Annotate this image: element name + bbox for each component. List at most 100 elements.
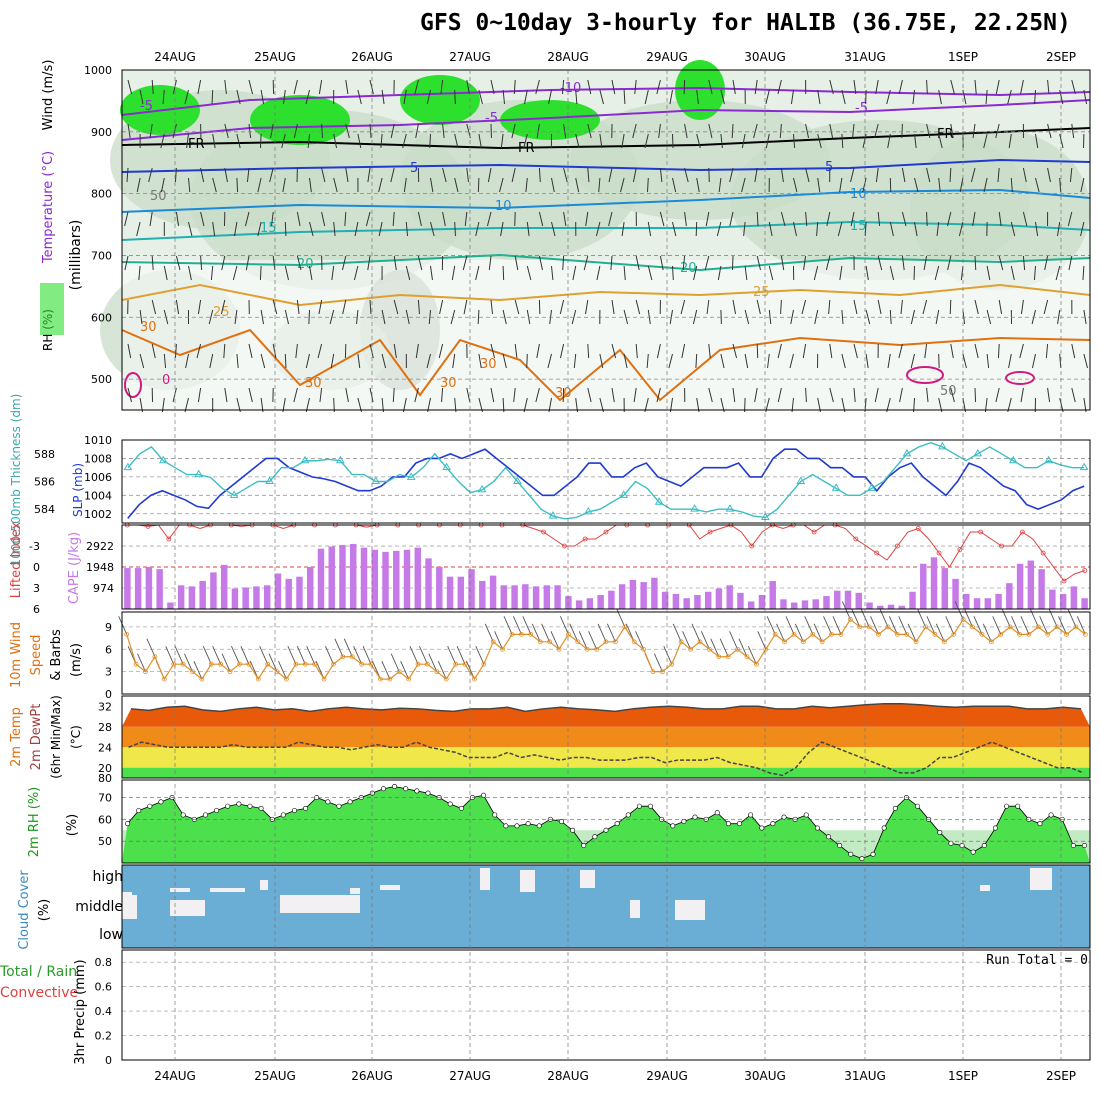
wind-barb [803, 255, 807, 271]
wind-barb [139, 89, 144, 105]
wind-barb [825, 255, 831, 271]
wind-barb [729, 211, 734, 227]
wind-barb [754, 167, 758, 183]
isotherm-line [121, 158, 1091, 173]
pressure-tick-label: 500 [91, 373, 112, 386]
wind-barb [272, 255, 276, 271]
wind-speed-point [612, 639, 618, 645]
wind-barb [923, 255, 928, 271]
wind-speed-point [490, 639, 496, 645]
cape-bar [199, 581, 206, 609]
cloud-gap [980, 885, 990, 891]
wind-barb [308, 309, 310, 325]
wind-barb [741, 177, 746, 193]
wind-barb [184, 89, 189, 105]
wind-barb [163, 265, 168, 281]
wind-barb [223, 343, 226, 359]
wind-barb [587, 79, 592, 95]
wind-barb [656, 387, 661, 403]
wind-barb [708, 343, 711, 359]
wind-barb [538, 211, 544, 227]
lifted-index-point [707, 529, 713, 535]
wind-barb [899, 387, 903, 403]
wind-barb [538, 167, 541, 183]
wind-barb [321, 167, 326, 183]
thickness-point [158, 455, 168, 464]
wind-barb [647, 221, 652, 237]
wind-barb [272, 343, 277, 359]
cape-bar [801, 600, 809, 609]
wind-barb [1010, 265, 1015, 281]
wind-barb [1059, 177, 1062, 193]
wind-barb [536, 123, 540, 139]
wind-speed-point [650, 669, 656, 675]
thickness-tick-label: 588 [34, 448, 55, 461]
wind-barb [245, 255, 250, 271]
wind-barb [149, 123, 153, 139]
wind-barb [785, 616, 795, 635]
rh-point [158, 799, 164, 805]
wind-barb [296, 299, 300, 315]
wind-speed-point [180, 661, 186, 667]
wind-barb [850, 211, 855, 227]
wind-barb [829, 343, 833, 359]
wind-barb [281, 133, 286, 149]
wind-barb [1022, 211, 1028, 227]
wind-barb [632, 167, 637, 183]
wind-barb [209, 353, 214, 369]
rh2m-axis-label: 2m RH (%) [27, 787, 42, 858]
wind-barb [447, 645, 457, 665]
cape-bar [134, 568, 142, 609]
wind-speed-point [1073, 624, 1079, 630]
wind-barb [901, 167, 906, 183]
wind-barb [780, 211, 786, 227]
rh-point [625, 812, 631, 818]
temp-axis-label-3: (6hr Min/Max) [49, 695, 63, 779]
wind-barb [149, 211, 153, 227]
wind-barb [974, 299, 979, 315]
wind-barb [550, 631, 560, 650]
wind-barb [596, 265, 601, 281]
cape-bar [747, 601, 755, 609]
cape-bar [704, 591, 712, 609]
wind-barb [813, 265, 819, 281]
thickness-point [867, 483, 876, 491]
cape-bar [1059, 593, 1067, 609]
wind-barb [200, 211, 205, 227]
isotherm-label: 30 [480, 357, 497, 372]
wind-barb [151, 255, 154, 271]
wind-barb [356, 309, 359, 325]
thickness-point [548, 511, 558, 519]
lifted-index-point [749, 543, 755, 549]
rh-point [1081, 843, 1087, 849]
date-label-bottom: 29AUG [646, 1069, 688, 1083]
wind-barb [790, 309, 794, 325]
wind-barb [188, 177, 191, 193]
wind-barb [962, 353, 967, 369]
cape-bar [242, 587, 249, 609]
rh-point [670, 823, 676, 829]
wind-barb [563, 167, 568, 183]
wind-barb [898, 343, 903, 359]
cape-bar [543, 585, 551, 609]
wind-barb [738, 638, 748, 657]
wind-barb [777, 79, 782, 95]
rh-point [514, 823, 520, 829]
wind-barb [307, 133, 310, 149]
isotherm-line [1005, 371, 1035, 385]
wind-barb [841, 601, 851, 620]
wind-barb [743, 221, 746, 237]
wind-barb [451, 265, 456, 281]
wind-speed-point [199, 676, 205, 682]
wind-speed-point [443, 676, 449, 682]
cape-bar [737, 592, 744, 609]
thickness-point [654, 497, 664, 505]
cape-bar [425, 558, 432, 609]
cloud-row-label: middle [75, 899, 123, 915]
wind-barb [1020, 616, 1030, 635]
wind-barb [367, 167, 371, 183]
isotherm-label: 15 [850, 219, 867, 234]
wind-barb [380, 133, 383, 149]
wind-barb [658, 123, 661, 139]
wind-barb [668, 353, 673, 369]
